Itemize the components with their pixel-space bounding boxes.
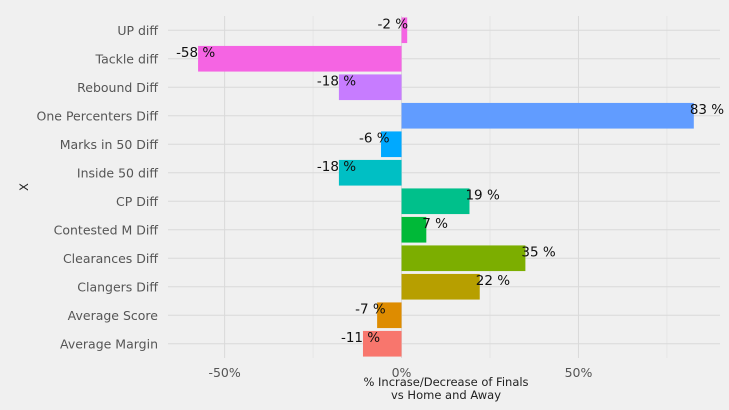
y-tick-label: One Percenters Diff (37, 108, 159, 123)
data-label: -11 % (341, 330, 380, 346)
y-tick-label: UP diff (117, 23, 158, 38)
data-label: -18 % (317, 73, 356, 89)
y-tick-label: Marks in 50 Diff (60, 137, 159, 152)
y-tick-label: Inside 50 diff (77, 165, 158, 180)
bar-average-score (377, 302, 402, 329)
bar-cp-diff (401, 188, 470, 215)
x-tick-label: 0% (392, 365, 412, 380)
data-label: 35 % (521, 244, 555, 260)
bar-tackle-diff (198, 45, 402, 72)
data-label: 19 % (465, 187, 499, 203)
bar-up-diff (401, 17, 408, 44)
bar-rebound-diff (338, 74, 402, 101)
bar-clearances-diff (401, 245, 526, 272)
y-tick-label: Contested M Diff (54, 222, 159, 237)
y-tick-label: CP Diff (116, 194, 158, 209)
x-axis-title: % Incrase/Decrease of Finals vs Home and … (363, 375, 528, 402)
data-label: 22 % (476, 273, 510, 289)
y-tick-label: Clangers Diff (77, 279, 158, 294)
y-axis-title: X (17, 183, 31, 191)
data-label: -2 % (378, 16, 409, 32)
x-tick-label: -50% (208, 365, 240, 380)
x-tick-label: 50% (565, 365, 593, 380)
bar-contested-m-diff (401, 216, 427, 243)
bar-one-percenters-diff (401, 102, 694, 129)
bar-clangers-diff (401, 273, 480, 300)
bar-marks-in-50-diff (381, 131, 402, 158)
bar-average-margin (362, 330, 402, 357)
data-label: 7 % (422, 216, 448, 232)
data-label: -58 % (176, 45, 215, 61)
data-label: 83 % (690, 102, 724, 118)
y-tick-label: Average Score (68, 308, 159, 323)
y-tick-label: Clearances Diff (63, 251, 158, 266)
data-label: -7 % (355, 301, 386, 317)
y-tick-label: Tackle diff (95, 51, 159, 66)
data-label: -6 % (359, 130, 390, 146)
data-label: -18 % (317, 159, 356, 175)
bar-inside-50-diff (338, 159, 402, 186)
y-tick-label: Average Margin (60, 336, 158, 351)
y-tick-label: Rebound Diff (77, 80, 158, 95)
